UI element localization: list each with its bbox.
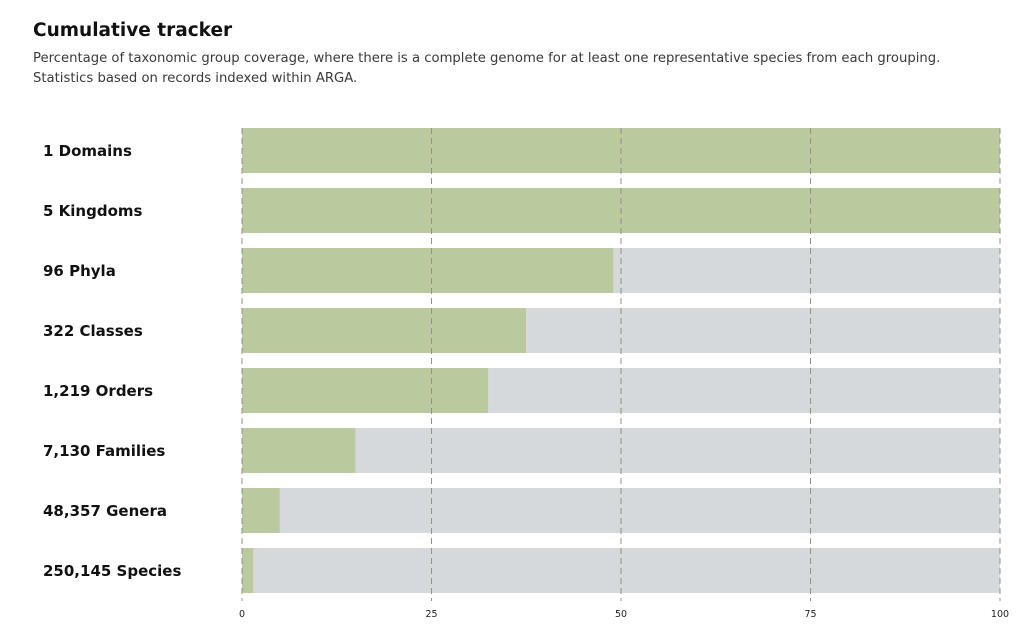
- x-tick-label: 0: [239, 609, 245, 620]
- chart-title: Cumulative tracker: [33, 20, 233, 41]
- bar-covered: [242, 308, 527, 353]
- bar-covered: [242, 428, 356, 473]
- bar-remaining: [355, 428, 1000, 473]
- bar-covered: [242, 488, 280, 533]
- bar-remaining: [613, 248, 1000, 293]
- category-label: 5 Kingdoms: [43, 201, 143, 220]
- chart-subtitle: Percentage of taxonomic group coverage, …: [33, 51, 941, 86]
- category-label: 48,357 Genera: [43, 501, 167, 520]
- category-label: 250,145 Species: [43, 561, 182, 580]
- bar-covered: [242, 248, 614, 293]
- x-axis-ticks: 0 25 50 75 100: [239, 609, 1009, 620]
- x-tick-label: 25: [425, 609, 437, 620]
- category-label: 1,219 Orders: [43, 381, 154, 400]
- x-tick-label: 50: [615, 609, 627, 620]
- category-label: 96 Phyla: [43, 261, 116, 280]
- x-tick-label: 100: [991, 609, 1009, 620]
- bar-remaining: [526, 308, 1000, 353]
- bar-remaining: [253, 548, 1000, 593]
- x-tick-label: 75: [804, 609, 816, 620]
- category-label: 7,130 Families: [43, 441, 166, 460]
- category-label: 322 Classes: [43, 321, 143, 340]
- bar-covered: [242, 368, 489, 413]
- bar-covered: [242, 548, 254, 593]
- bar-remaining: [488, 368, 1000, 413]
- category-label: 1 Domains: [43, 141, 132, 160]
- bar-remaining: [279, 488, 1000, 533]
- gridlines-group: [241, 128, 1001, 601]
